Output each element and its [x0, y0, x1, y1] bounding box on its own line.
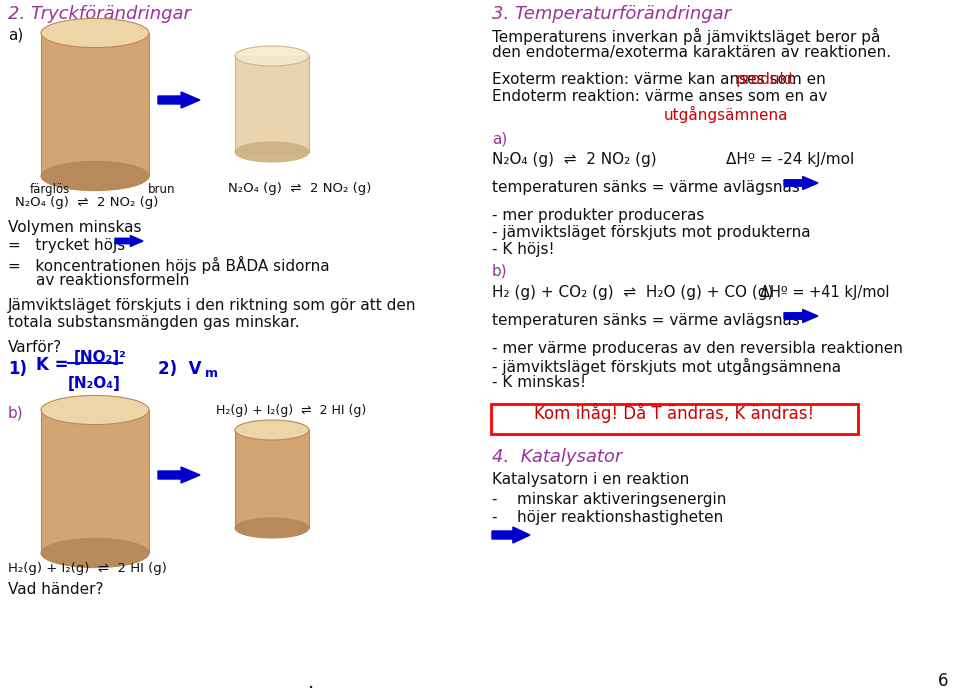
- Text: Jämviktsläget förskjuts i den riktning som gör att den: Jämviktsläget förskjuts i den riktning s…: [8, 298, 417, 313]
- Polygon shape: [235, 56, 309, 152]
- Polygon shape: [235, 430, 309, 528]
- FancyArrow shape: [784, 309, 818, 322]
- Text: 4.  Katalysator: 4. Katalysator: [492, 448, 622, 466]
- FancyArrow shape: [158, 467, 200, 483]
- Text: N₂O₄ (g)  ⇌  2 NO₂ (g): N₂O₄ (g) ⇌ 2 NO₂ (g): [492, 152, 657, 167]
- Text: den endoterma/exoterma karaktären av reaktionen.: den endoterma/exoterma karaktären av rea…: [492, 45, 891, 60]
- FancyArrow shape: [784, 176, 818, 189]
- Text: Varför?: Varför?: [8, 340, 62, 355]
- Text: - K minskas!: - K minskas!: [492, 375, 586, 390]
- Text: [N₂O₄]: [N₂O₄]: [68, 376, 121, 391]
- Text: Exoterm reaktion: värme kan anses som en: Exoterm reaktion: värme kan anses som en: [492, 72, 830, 87]
- Text: -    höjer reaktionshastigheten: - höjer reaktionshastigheten: [492, 510, 723, 525]
- Text: N₂O₄ (g)  ⇌  2 NO₂ (g): N₂O₄ (g) ⇌ 2 NO₂ (g): [15, 196, 158, 209]
- Text: ΔHº = +41 kJ/mol: ΔHº = +41 kJ/mol: [760, 285, 890, 300]
- Text: brun: brun: [148, 183, 176, 196]
- Ellipse shape: [235, 518, 309, 538]
- Text: =   koncentrationen höjs på BÅDA sidorna: = koncentrationen höjs på BÅDA sidorna: [8, 256, 329, 274]
- Text: färglös: färglös: [30, 183, 70, 196]
- Text: - mer produkter produceras: - mer produkter produceras: [492, 208, 705, 223]
- Ellipse shape: [41, 395, 149, 424]
- Text: totala substansmängden gas minskar.: totala substansmängden gas minskar.: [8, 315, 300, 330]
- Text: Katalysatorn i en reaktion: Katalysatorn i en reaktion: [492, 472, 689, 487]
- Text: 6: 6: [938, 672, 948, 689]
- Polygon shape: [41, 33, 149, 176]
- Ellipse shape: [235, 142, 309, 162]
- Text: 2)  V: 2) V: [158, 360, 202, 378]
- Text: utgångsämnena: utgångsämnena: [663, 106, 788, 123]
- Text: temperaturen sänks = värme avlägsnas: temperaturen sänks = värme avlägsnas: [492, 313, 800, 328]
- Ellipse shape: [41, 161, 149, 191]
- Text: K =: K =: [36, 356, 68, 374]
- Text: produkt: produkt: [736, 72, 796, 87]
- FancyArrow shape: [115, 236, 143, 247]
- FancyArrow shape: [158, 92, 200, 108]
- Text: [NO₂]²: [NO₂]²: [74, 350, 127, 365]
- Text: Kom ihåg! Då T ändras, K ändras!: Kom ihåg! Då T ändras, K ändras!: [535, 403, 815, 423]
- Text: =   trycket höjs: = trycket höjs: [8, 238, 125, 253]
- Text: Temperaturens inverkan på jämviktsläget beror på: Temperaturens inverkan på jämviktsläget …: [492, 28, 880, 45]
- Text: 2. Tryckförändringar: 2. Tryckförändringar: [8, 5, 191, 23]
- Text: Endoterm reaktion: värme anses som en av: Endoterm reaktion: värme anses som en av: [492, 89, 828, 104]
- Text: b): b): [8, 405, 24, 420]
- Ellipse shape: [235, 46, 309, 66]
- Text: -    minskar aktiveringsenergin: - minskar aktiveringsenergin: [492, 492, 727, 507]
- Polygon shape: [41, 410, 149, 553]
- Text: N₂O₄ (g)  ⇌  2 NO₂ (g): N₂O₄ (g) ⇌ 2 NO₂ (g): [228, 182, 372, 195]
- FancyArrow shape: [492, 527, 530, 543]
- Text: H₂(g) + I₂(g)  ⇌  2 HI (g): H₂(g) + I₂(g) ⇌ 2 HI (g): [216, 404, 367, 417]
- Text: 1): 1): [8, 360, 27, 378]
- Text: Volymen minskas: Volymen minskas: [8, 220, 141, 235]
- Text: m: m: [205, 367, 218, 380]
- Text: Vad händer?: Vad händer?: [8, 582, 104, 597]
- Text: a): a): [492, 132, 507, 147]
- FancyBboxPatch shape: [491, 404, 858, 434]
- Ellipse shape: [41, 538, 149, 568]
- Text: H₂ (g) + CO₂ (g)  ⇌  H₂O (g) + CO (g): H₂ (g) + CO₂ (g) ⇌ H₂O (g) + CO (g): [492, 285, 774, 300]
- Text: b): b): [492, 263, 508, 278]
- Ellipse shape: [235, 420, 309, 440]
- Text: ΔHº = -24 kJ/mol: ΔHº = -24 kJ/mol: [726, 152, 854, 167]
- Text: 3. Temperaturförändringar: 3. Temperaturförändringar: [492, 5, 731, 23]
- Text: .: .: [308, 673, 314, 689]
- Text: - jämviktsläget förskjuts mot utgångsämnena: - jämviktsläget förskjuts mot utgångsämn…: [492, 358, 841, 375]
- Text: a): a): [8, 28, 23, 43]
- Text: - K höjs!: - K höjs!: [492, 242, 555, 257]
- Text: H₂(g) + I₂(g)  ⇌  2 HI (g): H₂(g) + I₂(g) ⇌ 2 HI (g): [8, 562, 167, 575]
- Text: - jämviktsläget förskjuts mot produkterna: - jämviktsläget förskjuts mot produktern…: [492, 225, 810, 240]
- Text: - mer värme produceras av den reversibla reaktionen: - mer värme produceras av den reversibla…: [492, 341, 902, 356]
- Ellipse shape: [41, 19, 149, 48]
- Text: av reaktionsformeln: av reaktionsformeln: [36, 273, 189, 288]
- Text: temperaturen sänks = värme avlägsnas: temperaturen sänks = värme avlägsnas: [492, 180, 800, 195]
